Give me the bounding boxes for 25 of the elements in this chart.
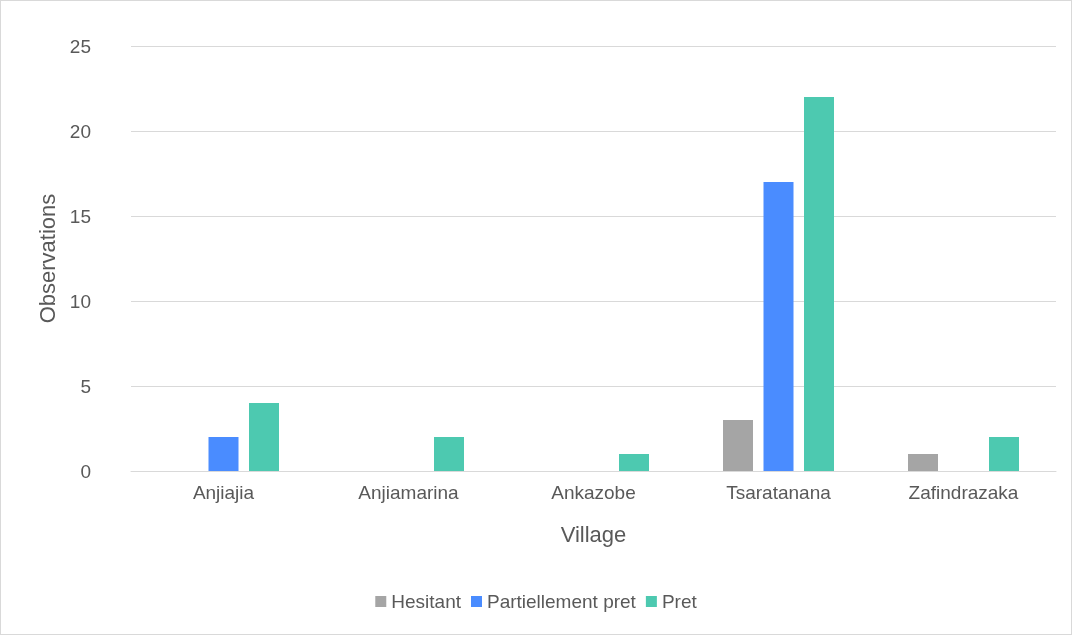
x-tick-label: Anjiajia [192,482,255,503]
y-axis-title: Observations [35,193,61,324]
legend-label: Pret [661,591,698,612]
bar [619,454,649,471]
legend-label: Hesitant [391,591,462,612]
bar [989,437,1019,471]
y-tick-label: 5 [80,375,91,397]
y-tick-label: 20 [69,120,91,142]
bar [763,182,794,471]
y-tick-label: 15 [69,205,91,227]
bar [723,420,753,471]
x-tick-label: Anjiamarina [358,482,460,503]
bar [804,97,834,471]
y-tick-label: 10 [69,290,91,312]
y-tick-label: 25 [69,35,91,57]
x-axis-title: Village [560,521,627,547]
bar [908,454,938,471]
x-tick-label: Ankazobe [551,482,636,503]
y-tick-label: 0 [80,460,91,482]
bar [208,437,239,471]
x-tick-label: Tsaratanana [726,482,832,503]
legend-label: Partiellement pret [486,591,637,612]
bar [434,437,464,471]
bar [249,403,279,471]
x-tick-label: Zafindrazaka [908,482,1019,503]
